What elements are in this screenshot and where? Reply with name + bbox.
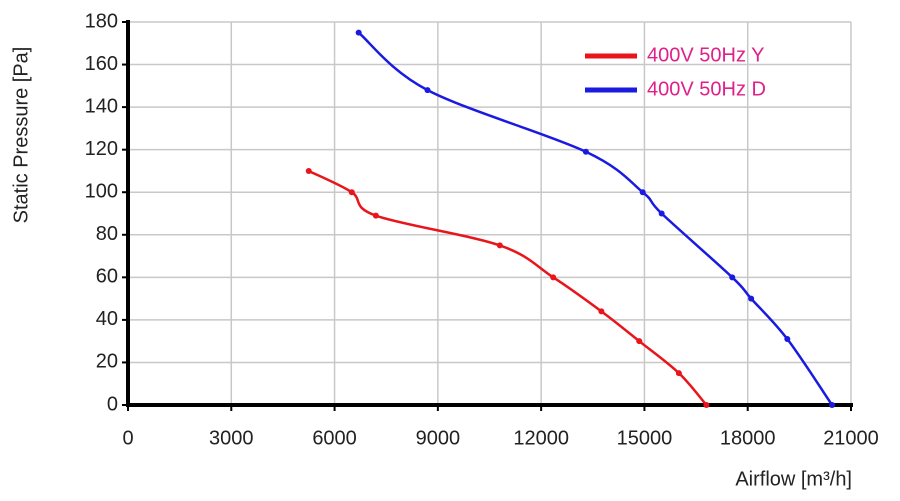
point [829, 402, 836, 408]
legend-label: 400V 50Hz Y [647, 44, 765, 66]
y-tick-label: 40 [96, 308, 118, 330]
x-tick-label: 15000 [617, 427, 673, 449]
x-tick-label: 18000 [720, 427, 776, 449]
y-tick-label: 120 [85, 138, 118, 160]
series-line [357, 31, 834, 406]
y-axis-label: Static Pressure [Pa] [10, 47, 32, 224]
series-line [308, 169, 708, 406]
x-axis-label: Airflow [m³/h] [735, 468, 852, 490]
x-tick-label: 3000 [209, 427, 254, 449]
y-tick-label: 0 [107, 393, 118, 415]
y-tick-label: 60 [96, 266, 118, 288]
point [748, 295, 755, 302]
point [424, 87, 431, 94]
x-tick-label: 9000 [416, 427, 461, 449]
y-tick-label: 180 [85, 10, 118, 32]
point [550, 274, 557, 281]
y-tick-label: 140 [85, 95, 118, 117]
x-tick-label: 12000 [513, 427, 569, 449]
legend-label: 400V 50Hz D [647, 78, 766, 100]
point [784, 336, 791, 343]
y-tick-label: 20 [96, 351, 118, 373]
point [675, 370, 682, 377]
x-tick-label: 0 [122, 427, 133, 449]
point [496, 242, 503, 249]
x-tick-label: 21000 [823, 427, 879, 449]
point [729, 274, 736, 281]
point [598, 308, 605, 315]
y-tick-label: 160 [85, 53, 118, 75]
point [703, 402, 710, 408]
point [636, 338, 643, 345]
y-tick-label: 80 [96, 223, 118, 245]
point [305, 167, 312, 174]
point [658, 210, 665, 217]
point [355, 29, 362, 36]
point [639, 189, 646, 196]
y-tick-label: 100 [85, 181, 118, 203]
x-tick-label: 6000 [312, 427, 357, 449]
point [582, 148, 589, 155]
point [348, 189, 355, 196]
point [372, 212, 379, 219]
